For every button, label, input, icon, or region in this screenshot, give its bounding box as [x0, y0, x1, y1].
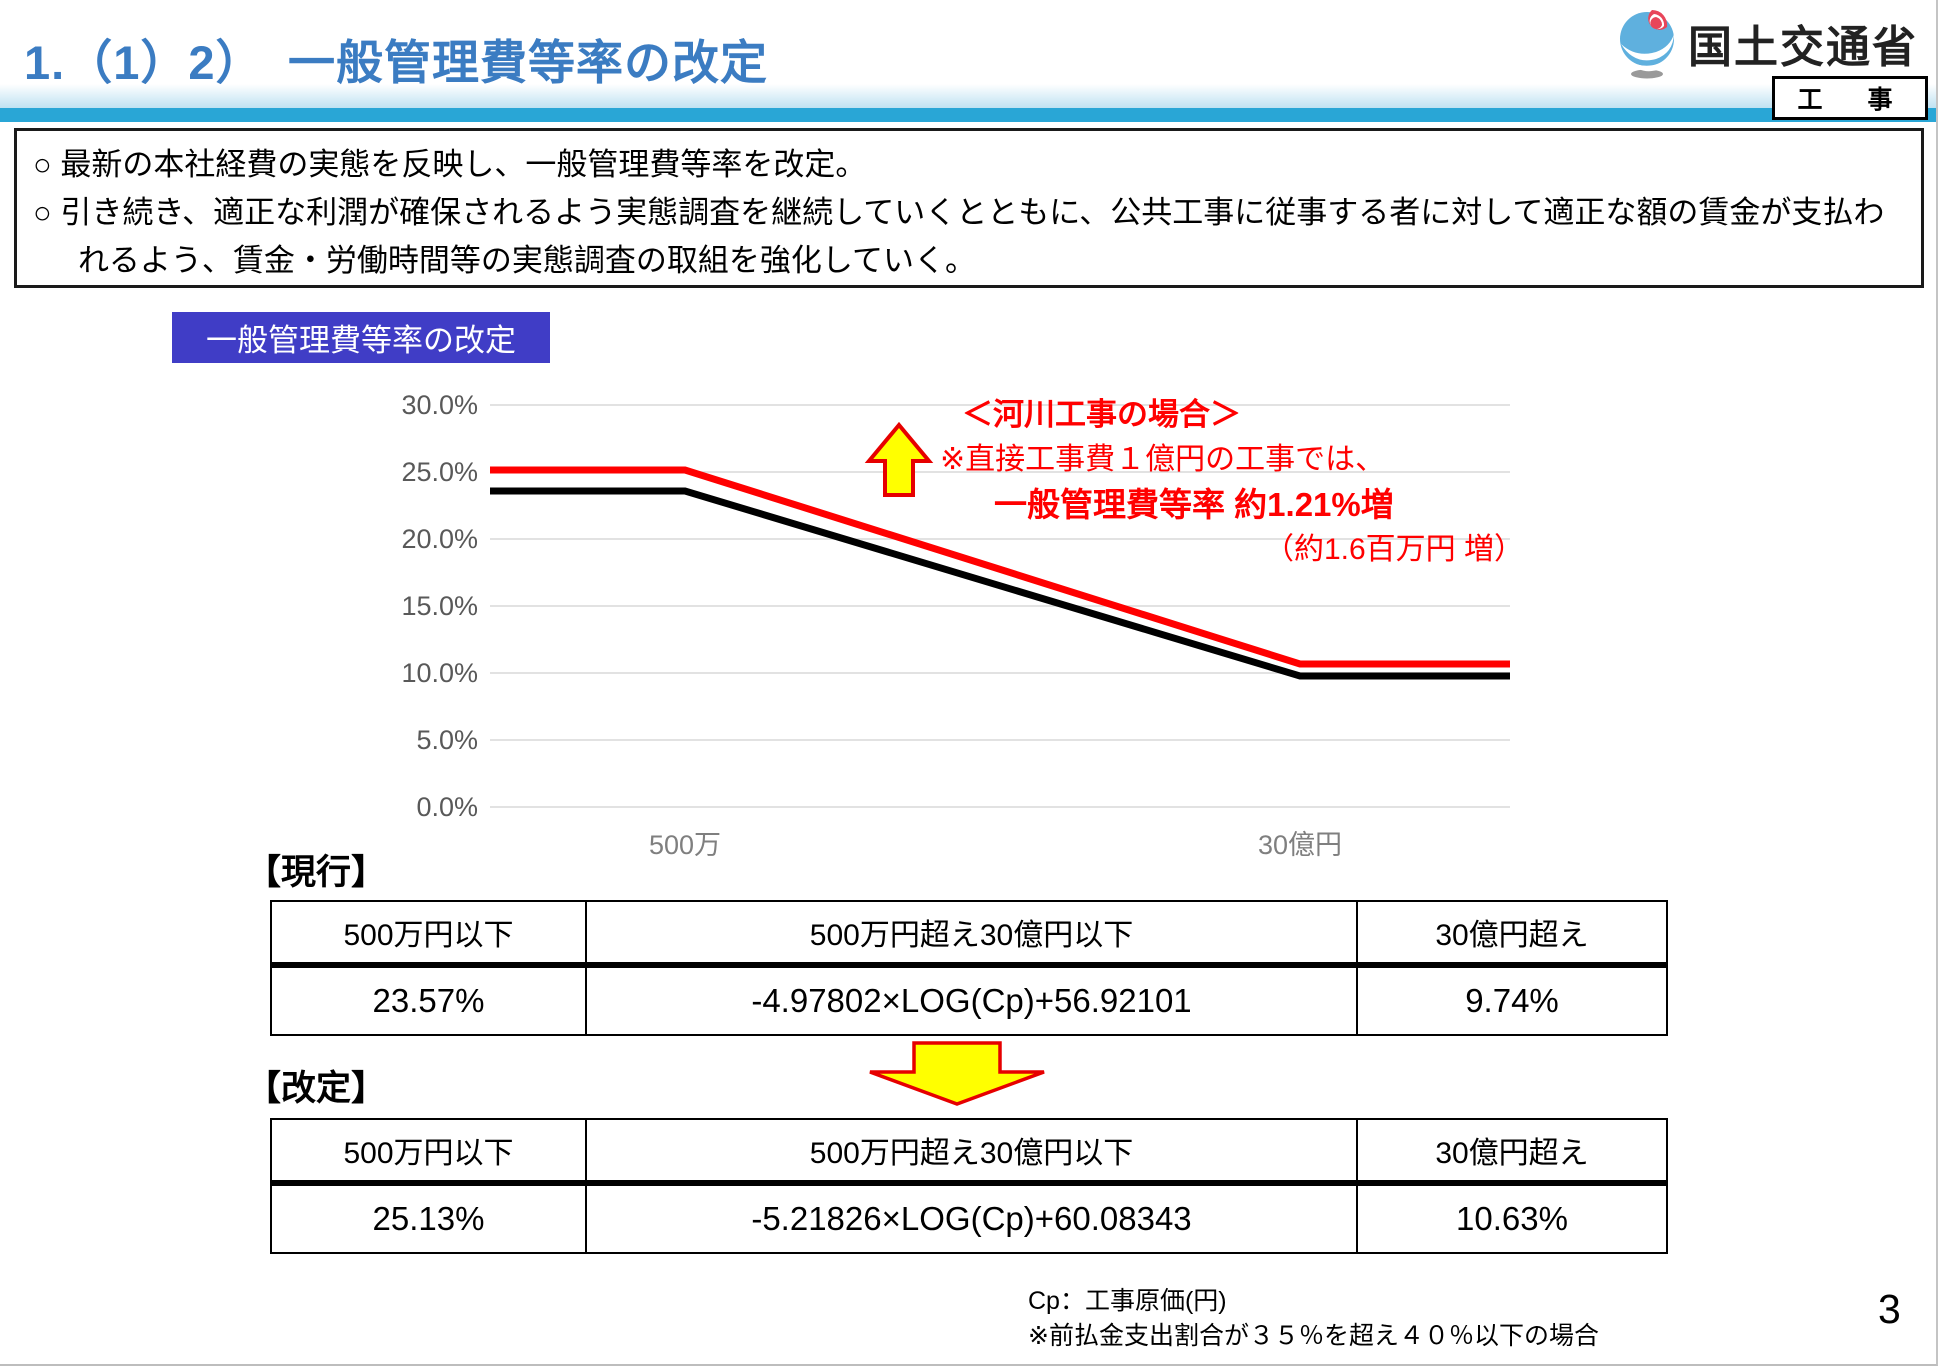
y-tick-label: 30.0% — [401, 390, 478, 420]
table-row: 23.57% -4.97802×LOG(Cp)+56.92101 9.74% — [270, 964, 1668, 1036]
summary-box: ○ 最新の本社経費の実態を反映し、一般管理費等率を改定。 ○ 引き続き、適正な利… — [14, 128, 1924, 288]
current-section-label: 【現行】 — [246, 853, 387, 892]
up-arrow-icon — [864, 421, 934, 497]
table-header-cell: 500万円以下 — [270, 900, 587, 968]
summary-bullet: ○ 最新の本社経費の実態を反映し、一般管理費等率を改定。 — [33, 147, 867, 182]
annotation-line: ※直接工事費１億円の工事では、 — [940, 443, 1386, 476]
table-header-cell: 30億円超え — [1356, 900, 1668, 968]
table-header-cell: 30億円超え — [1356, 1118, 1668, 1186]
series-current-line — [490, 487, 1510, 680]
y-tick-label: 10.0% — [401, 658, 478, 688]
table-row: 25.13% -5.21826×LOG(Cp)+60.08343 10.63% — [270, 1182, 1668, 1254]
table-row: 500万円以下 500万円超え30億円以下 30億円超え — [270, 900, 1668, 968]
rate-line-chart: 0.0% 5.0% 10.0% 15.0% 20.0% 25.0% 30.0% … — [370, 388, 1540, 868]
annotation-line: （約1.6百万円 増） — [1263, 533, 1524, 566]
header-band-gradient — [0, 84, 1936, 108]
chart-annotation: ＜河川工事の場合＞ ※直接工事費１億円の工事では、 一般管理費等率 約1.21%… — [930, 392, 1530, 572]
y-tick-label: 25.0% — [401, 457, 478, 487]
current-rate-table: 500万円以下 500万円超え30億円以下 30億円超え 23.57% -4.9… — [270, 900, 1668, 1036]
y-tick-label: 20.0% — [401, 524, 478, 554]
footnote-line: Cp：工事原価(円) — [1028, 1287, 1227, 1315]
agency-name: 国土交通省 — [1688, 23, 1918, 72]
table-header-cell: 500万円超え30億円以下 — [585, 1118, 1358, 1186]
chart-title-badge: 一般管理費等率の改定 — [172, 312, 550, 363]
y-tick-label: 15.0% — [401, 591, 478, 621]
table-value-cell: 10.63% — [1356, 1182, 1668, 1254]
revised-rate-table: 500万円以下 500万円超え30億円以下 30億円超え 25.13% -5.2… — [270, 1118, 1668, 1254]
table-header-cell: 500万円超え30億円以下 — [585, 900, 1358, 968]
table-value-cell: -5.21826×LOG(Cp)+60.08343 — [585, 1182, 1358, 1254]
footnotes: Cp：工事原価(円) ※前払金支出割合が３５％を超え４０％以下の場合 — [1028, 1284, 1599, 1354]
annotation-line: ＜河川工事の場合＞ — [962, 397, 1241, 432]
summary-bullet: ○ 引き続き、適正な利潤が確保されるよう実態調査を継続していくとともに、公共工事… — [33, 195, 1885, 278]
annotation-line: 一般管理費等率 約1.21%増 — [994, 486, 1394, 523]
footnote-line: ※前払金支出割合が３５％を超え４０％以下の場合 — [1028, 1322, 1599, 1350]
revised-section-label: 【改定】 — [246, 1069, 387, 1108]
page-title: 1.（1）2） 一般管理費等率の改定 — [24, 36, 768, 89]
down-arrow-icon — [869, 1041, 1045, 1106]
y-tick-label: 5.0% — [416, 725, 478, 755]
series-revised-line — [490, 466, 1510, 668]
table-value-cell: 23.57% — [270, 964, 587, 1036]
x-tick-label: 500万 — [649, 830, 721, 860]
chart-gridlines — [490, 404, 1510, 808]
table-row: 500万円以下 500万円超え30億円以下 30億円超え — [270, 1118, 1668, 1186]
x-axis-ticks: 500万 30億円 — [649, 830, 1342, 860]
chart-canvas: 0.0% 5.0% 10.0% 15.0% 20.0% 25.0% 30.0% … — [401, 390, 1510, 860]
table-value-cell: 25.13% — [270, 1182, 587, 1254]
y-axis-ticks: 0.0% 5.0% 10.0% 15.0% 20.0% 25.0% 30.0% — [401, 390, 478, 822]
table-header-cell: 500万円以下 — [270, 1118, 587, 1186]
table-value-cell: -4.97802×LOG(Cp)+56.92101 — [585, 964, 1358, 1036]
page-number: 3 — [1878, 1286, 1901, 1332]
table-value-cell: 9.74% — [1356, 964, 1668, 1036]
mlit-logo-icon — [1620, 9, 1674, 79]
category-badge: 工 事 — [1772, 76, 1928, 120]
y-tick-label: 0.0% — [416, 792, 478, 822]
x-tick-label: 30億円 — [1258, 830, 1342, 860]
agency-logo-area: 国土交通省 — [1616, 6, 1918, 80]
header-band-stripe — [0, 108, 1936, 122]
